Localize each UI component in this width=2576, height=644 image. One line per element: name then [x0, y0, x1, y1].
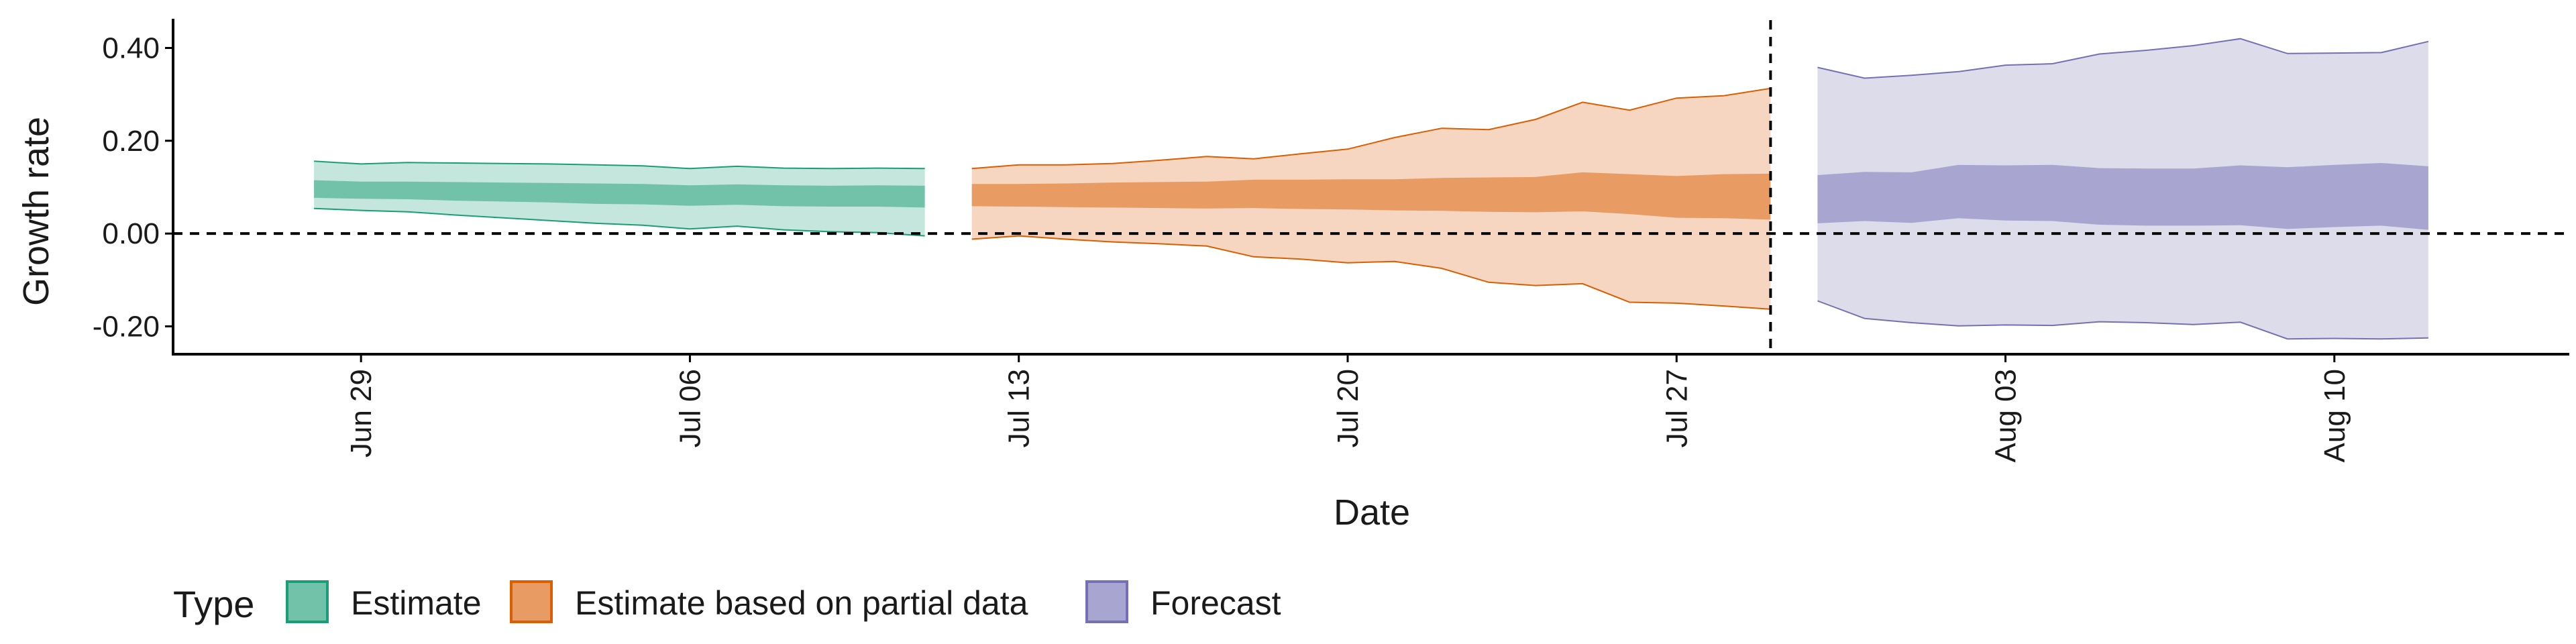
x-tick-label: Jul 06 — [674, 369, 706, 447]
legend-key-estimate-based-on-partial-data — [510, 580, 553, 623]
estimate-based-on-partial-data-outer-upper-line — [971, 87, 1771, 170]
estimate-outer-lower-line — [314, 207, 925, 237]
legend-key-forecast — [1085, 580, 1128, 623]
x-tick-label: Jul 13 — [1003, 369, 1036, 447]
x-tick-label: Jul 27 — [1660, 369, 1693, 447]
estimate-based-on-partial-data-outer-lower-line — [971, 235, 1771, 310]
x-tick-label: Aug 10 — [2318, 369, 2351, 462]
x-tick-label: Aug 03 — [1990, 369, 2023, 462]
legend-key-estimate — [286, 580, 329, 623]
x-tick-label: Jul 20 — [1332, 369, 1364, 447]
legend-label-estimate-based-on-partial-data: Estimate based on partial data — [575, 584, 1028, 622]
legend-title: Type — [173, 583, 254, 625]
x-axis-title: Date — [1334, 492, 1410, 533]
y-tick-label: -0.20 — [93, 311, 160, 343]
axes: 0.40 0.20 0.00 -0.20 Jun 29 Jul 06 Jul 13 Jul 2… — [93, 19, 2569, 462]
forecast-outer-upper-line — [1817, 38, 2429, 79]
legend: Type Estimate Estimate based on partial d… — [173, 580, 1281, 625]
estimate-based-on-partial-data-inner-band — [971, 172, 1771, 220]
y-tick-label: 0.20 — [102, 125, 160, 158]
legend-label-estimate: Estimate — [351, 584, 482, 622]
estimate-inner-band — [314, 180, 925, 208]
y-tick-label: 0.00 — [102, 217, 160, 250]
y-axis-title: Growth rate — [16, 117, 56, 306]
plot-area — [173, 20, 2569, 354]
forecast-outer-lower-line — [1817, 300, 2428, 340]
y-tick-label: 0.40 — [102, 32, 160, 65]
legend-label-forecast: Forecast — [1150, 584, 1281, 622]
forecast-inner-band — [1817, 163, 2428, 230]
estimate-outer-upper-line — [314, 160, 925, 170]
x-tick-label: Jun 29 — [345, 369, 378, 458]
